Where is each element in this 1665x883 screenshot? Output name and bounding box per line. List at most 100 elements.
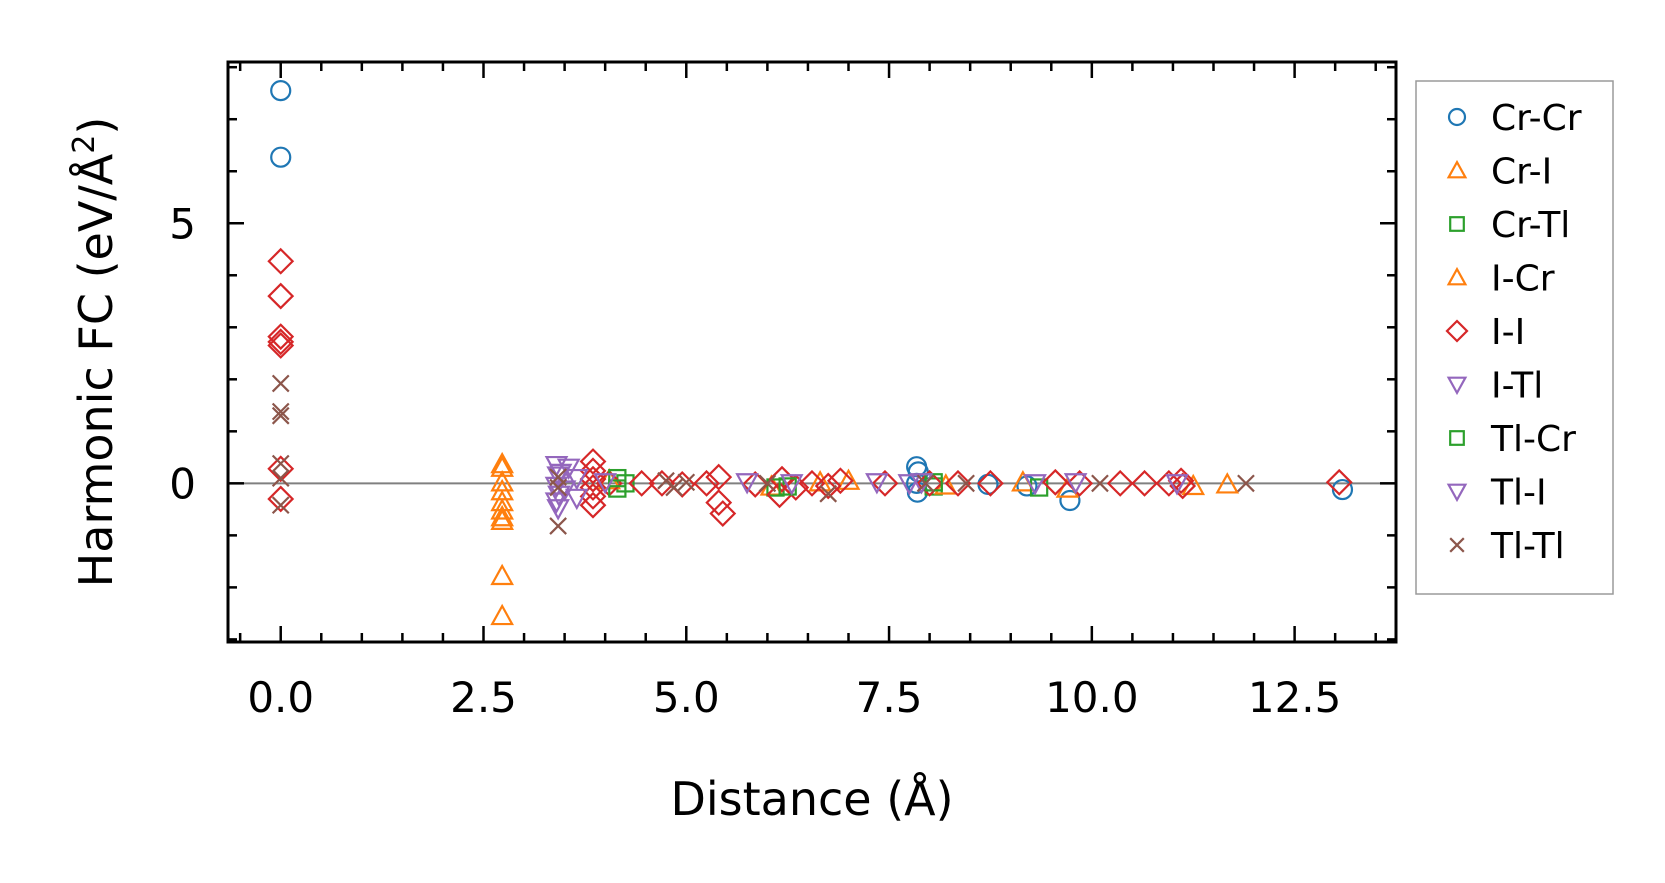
data-point — [897, 474, 922, 496]
data-point — [490, 508, 514, 530]
data-point — [758, 474, 777, 493]
data-point — [579, 491, 607, 519]
data-point — [267, 455, 295, 483]
x-tick-label: 0.0 — [247, 673, 314, 722]
legend-items: Cr-Cr Cr-I Cr-Tl I-Cr I-I I-Tl Tl-Cr Tl-I Tl-Tl — [1445, 98, 1582, 567]
series-tl-cr — [608, 468, 943, 498]
data-point — [564, 488, 589, 511]
data-point — [977, 469, 1004, 497]
x-tick-label: 12.5 — [1248, 673, 1342, 722]
data-point — [648, 469, 676, 497]
data-point — [628, 469, 656, 497]
x-tick-label: 2.5 — [450, 673, 517, 722]
data-point — [705, 463, 733, 491]
data-point — [1091, 474, 1109, 493]
data-point — [735, 473, 759, 495]
data-point — [267, 247, 295, 275]
data-point — [1237, 474, 1255, 493]
legend-marker — [1446, 266, 1468, 286]
data-point — [957, 474, 975, 493]
data-point — [549, 478, 567, 497]
data-point — [865, 473, 889, 495]
data-point — [490, 603, 514, 626]
data-point — [490, 563, 514, 586]
data-point — [490, 504, 514, 527]
legend-label: Tl-Tl — [1490, 526, 1565, 567]
legend-marker — [1446, 159, 1468, 179]
data-point — [1063, 473, 1088, 495]
data-point — [693, 469, 720, 497]
data-point — [665, 478, 683, 497]
plot-frame — [226, 60, 1398, 644]
y-axis-label-main: Harmonic FC (eV/Å — [69, 153, 123, 587]
y-axis-label-close: ) — [69, 117, 123, 135]
legend-label: Cr-Cr — [1491, 98, 1582, 139]
data-point — [1106, 469, 1134, 497]
data-point — [1215, 472, 1240, 494]
data-point — [270, 80, 292, 102]
data-points — [267, 80, 1354, 626]
data-point — [1023, 474, 1047, 496]
x-tick-labels: 0.0 2.5 5.0 7.5 10.0 12.5 — [247, 673, 1341, 722]
legend-label: Tl-Cr — [1490, 419, 1576, 460]
data-point — [677, 473, 696, 492]
series-cr-i — [490, 451, 1240, 626]
legend-label: I-I — [1491, 312, 1525, 353]
y-tick-label: 0 — [169, 459, 196, 508]
legend-marker — [1446, 376, 1468, 396]
data-point — [271, 469, 290, 487]
data-point — [871, 469, 899, 497]
plot-background — [228, 62, 1396, 642]
legend-frame — [1415, 80, 1614, 595]
data-point — [490, 455, 514, 477]
data-point — [267, 485, 295, 513]
data-point — [608, 468, 627, 488]
legend-marker — [1449, 537, 1465, 553]
data-point — [782, 474, 810, 501]
legend-label: I-Tl — [1491, 366, 1543, 407]
data-point — [549, 517, 567, 535]
data-point — [1167, 467, 1195, 495]
data-point — [579, 457, 607, 485]
data-point — [1325, 468, 1353, 496]
data-point — [271, 496, 290, 515]
data-point — [798, 469, 826, 497]
data-point — [546, 499, 570, 521]
legend-label: Cr-Tl — [1491, 205, 1570, 246]
data-point — [608, 479, 627, 498]
data-point — [267, 332, 295, 359]
data-point — [1131, 469, 1158, 497]
data-point — [1165, 474, 1189, 496]
y-axis-label-superscript: 2 — [67, 135, 102, 154]
data-point — [490, 478, 514, 501]
data-point — [819, 484, 838, 503]
legend-marker — [1445, 319, 1469, 343]
data-point — [593, 473, 618, 495]
data-point — [1331, 478, 1354, 501]
x-tick-label: 5.0 — [653, 673, 720, 722]
data-point — [267, 328, 295, 356]
legend-label: I-Cr — [1491, 259, 1555, 300]
data-point — [271, 406, 290, 425]
data-point — [836, 468, 861, 490]
series-tl-i — [548, 458, 1189, 511]
data-point — [1041, 468, 1069, 496]
data-point — [668, 470, 696, 498]
data-point — [267, 282, 295, 310]
data-point — [1059, 489, 1081, 512]
x-axis-label: Distance (Å) — [670, 772, 953, 826]
legend-label: Tl-I — [1490, 473, 1547, 514]
data-point — [270, 146, 292, 168]
y-tick-labels: 05 — [169, 199, 196, 508]
data-point — [490, 498, 514, 520]
data-point — [705, 489, 733, 517]
data-point — [779, 474, 804, 496]
legend-label: Cr-I — [1491, 152, 1552, 193]
legend-marker — [1446, 483, 1468, 503]
legend-marker — [1449, 216, 1465, 232]
data-point — [271, 454, 290, 473]
y-axis-label: Harmonic FC (eV/Å2) — [67, 117, 123, 588]
data-point — [544, 492, 569, 514]
series-tl-tl — [271, 374, 1255, 535]
